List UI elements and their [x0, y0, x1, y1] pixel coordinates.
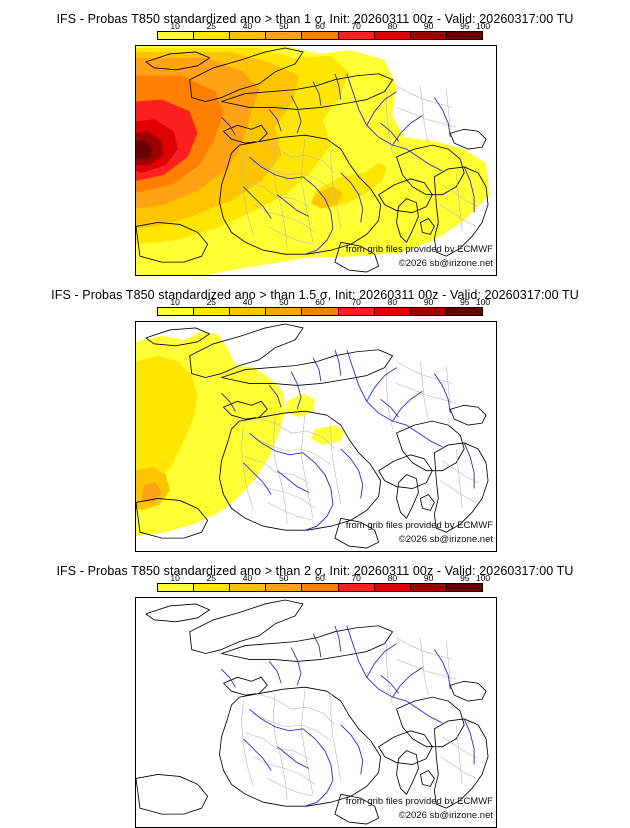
prob-band-10-gulf — [311, 425, 345, 445]
colorbar-swatch — [302, 584, 339, 591]
colorbar-tick: 60 — [315, 297, 325, 307]
source-credit: from grib files provided by ECMWF — [345, 244, 493, 255]
colorbar-tick: 60 — [315, 21, 325, 31]
colorbar-swatch — [194, 308, 231, 315]
colorbar-tick: 40 — [242, 573, 253, 583]
colorbar-ticks: 10 25 40 50 60 70 80 90 95 100 — [157, 573, 490, 583]
river-layer — [221, 349, 475, 531]
admin-border-layer — [241, 85, 479, 249]
colorbar-1p5sigma: 10 25 40 50 60 70 80 90 95 100 — [157, 297, 490, 316]
admin-border-layer — [241, 361, 479, 525]
copyright-credit: ©2026 sb@irizone.net — [398, 258, 493, 269]
colorbar-tick: 95 — [460, 573, 470, 583]
colorbar-tick: 50 — [279, 573, 289, 583]
coastline-layer — [136, 323, 489, 549]
colorbar-tick: 25 — [206, 573, 217, 583]
colorbar-tick: 80 — [387, 21, 398, 31]
prob-band-25 — [136, 355, 198, 499]
colorbar-tick: 40 — [242, 21, 253, 31]
colorbar-swatch — [158, 584, 195, 591]
colorbar-1sigma: 10 25 40 50 60 70 80 90 95 100 — [157, 21, 490, 40]
colorbar-tick: 50 — [279, 297, 289, 307]
colorbar-tick: 90 — [423, 573, 434, 583]
colorbar-swatch — [302, 308, 339, 315]
colorbar-swatch — [302, 32, 339, 39]
colorbar-swatch — [374, 308, 411, 315]
source-credit: from grib files provided by ECMWF — [345, 520, 493, 531]
map-1sigma[interactable]: from grib files provided by ECMWF ©2026 … — [135, 45, 497, 276]
colorbar-swatch — [374, 32, 411, 39]
coastline-layer — [136, 599, 489, 825]
colorbar-tick: 10 — [170, 297, 180, 307]
admin-border-layer — [241, 637, 479, 801]
panel-1p5sigma: IFS - Probas T850 standardized ano > tha… — [0, 276, 630, 552]
page-title: IFS - Probas T850 standardized ano > tha… — [51, 288, 579, 302]
colorbar-swatch — [194, 584, 231, 591]
colorbar-tick: 90 — [423, 21, 434, 31]
colorbar-swatch — [446, 32, 482, 39]
colorbar-tick: 10 — [170, 21, 180, 31]
map-canvas — [136, 598, 496, 827]
colorbar-ticks: 10 25 40 50 60 70 80 90 95 100 — [157, 21, 490, 31]
river-layer — [221, 73, 475, 255]
colorbar-swatch — [266, 308, 303, 315]
colorbar-swatch — [374, 584, 411, 591]
colorbar-tick: 95 — [460, 21, 470, 31]
colorbar-tick: 80 — [387, 297, 398, 307]
colorbar-swatch — [230, 584, 267, 591]
colorbar-tick: 70 — [351, 297, 361, 307]
colorbar-gradient — [157, 31, 483, 40]
colorbar-tick: 90 — [423, 297, 434, 307]
river-layer — [221, 625, 475, 807]
colorbar-swatch — [338, 32, 375, 39]
copyright-credit: ©2026 sb@irizone.net — [398, 534, 493, 545]
coastline-layer — [136, 47, 489, 273]
colorbar-swatch — [410, 308, 447, 315]
colorbar-gradient — [157, 307, 483, 316]
source-credit: from grib files provided by ECMWF — [345, 796, 493, 807]
page-title: IFS - Probas T850 standardized ano > tha… — [56, 564, 574, 578]
colorbar-tick: 40 — [242, 297, 253, 307]
panel-2sigma: IFS - Probas T850 standardized ano > tha… — [0, 552, 630, 828]
map-canvas — [136, 322, 496, 551]
map-2sigma[interactable]: from grib files provided by ECMWF ©2026 … — [135, 597, 497, 828]
colorbar-swatch — [266, 32, 303, 39]
colorbar-swatch — [230, 32, 267, 39]
colorbar-swatch — [410, 32, 447, 39]
colorbar-ticks: 10 25 40 50 60 70 80 90 95 100 — [157, 297, 490, 307]
page-title: IFS - Probas T850 standardized ano > tha… — [56, 12, 574, 26]
colorbar-tick: 70 — [351, 573, 361, 583]
colorbar-tick: 25 — [206, 21, 217, 31]
colorbar-tick: 70 — [351, 21, 361, 31]
colorbar-swatch — [158, 308, 195, 315]
prob-band-100 — [136, 140, 153, 160]
colorbar-swatch — [194, 32, 231, 39]
colorbar-tick: 95 — [460, 297, 470, 307]
colorbar-swatch — [158, 32, 195, 39]
colorbar-tick: 100 — [475, 21, 491, 31]
prob-band-50 — [141, 482, 162, 503]
colorbar-gradient — [157, 583, 483, 592]
colorbar-swatch — [446, 308, 482, 315]
panel-1sigma: IFS - Probas T850 standardized ano > tha… — [0, 0, 630, 276]
colorbar-tick: 100 — [475, 573, 491, 583]
colorbar-swatch — [338, 584, 375, 591]
colorbar-tick: 50 — [279, 21, 289, 31]
colorbar-swatch — [266, 584, 303, 591]
colorbar-swatch — [230, 308, 267, 315]
colorbar-swatch — [338, 308, 375, 315]
colorbar-tick: 80 — [387, 573, 398, 583]
colorbar-tick: 60 — [315, 573, 325, 583]
colorbar-tick: 100 — [475, 297, 491, 307]
colorbar-tick: 25 — [206, 297, 217, 307]
colorbar-tick: 10 — [170, 573, 180, 583]
map-canvas — [136, 46, 496, 275]
copyright-credit: ©2026 sb@irizone.net — [398, 810, 493, 821]
map-1p5sigma[interactable]: from grib files provided by ECMWF ©2026 … — [135, 321, 497, 552]
colorbar-2sigma: 10 25 40 50 60 70 80 90 95 100 — [157, 573, 490, 592]
colorbar-swatch — [446, 584, 482, 591]
prob-band-10-channel — [285, 393, 316, 418]
colorbar-swatch — [410, 584, 447, 591]
